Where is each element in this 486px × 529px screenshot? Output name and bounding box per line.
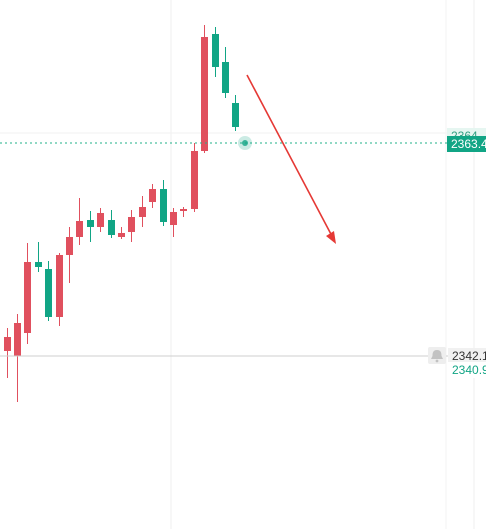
candle[interactable]: [35, 242, 42, 272]
candle-body: [45, 269, 52, 317]
candle[interactable]: [56, 253, 63, 326]
candle-body: [35, 262, 42, 267]
candle[interactable]: [160, 180, 167, 226]
trend-arrow-line[interactable]: [246, 74, 334, 239]
candle-body: [191, 151, 198, 209]
candle[interactable]: [76, 198, 83, 245]
alert-bell-icon[interactable]: [428, 347, 446, 364]
candle-body: [108, 220, 115, 235]
secondary-price-label: 2340.9: [448, 362, 486, 378]
candle-body: [180, 209, 187, 211]
candle-body: [212, 34, 219, 67]
candle-body: [201, 37, 208, 151]
horizontal-line-price-label: 2342.1: [448, 348, 486, 364]
trend-arrow-head: [326, 231, 336, 244]
candle-body: [232, 103, 239, 127]
candle[interactable]: [66, 227, 73, 283]
candle[interactable]: [232, 95, 239, 131]
candle-body: [4, 337, 11, 351]
candle-body: [14, 323, 21, 356]
candle-body: [56, 255, 63, 317]
current-price-dot: [242, 140, 248, 146]
candle[interactable]: [191, 143, 198, 212]
candle[interactable]: [139, 196, 146, 227]
candle[interactable]: [128, 210, 135, 242]
current-price-label: 2363.4: [447, 136, 486, 152]
candles-layer: [4, 25, 239, 402]
candle-body: [139, 207, 146, 217]
candle-body: [128, 217, 135, 232]
candle[interactable]: [212, 27, 219, 77]
candle-body: [160, 189, 167, 222]
candle[interactable]: [118, 227, 125, 239]
candle-body: [24, 262, 31, 333]
candle[interactable]: [97, 208, 104, 232]
candle[interactable]: [180, 207, 187, 217]
candle[interactable]: [170, 208, 177, 237]
candle-body: [87, 220, 94, 227]
candle[interactable]: [222, 47, 229, 98]
candle-body: [118, 233, 125, 237]
candle-body: [170, 212, 177, 225]
candle[interactable]: [201, 25, 208, 153]
candle[interactable]: [4, 328, 11, 378]
candle-body: [97, 213, 104, 227]
candle-body: [222, 62, 229, 93]
candle[interactable]: [45, 261, 52, 321]
candle-body: [149, 189, 156, 202]
candle[interactable]: [149, 184, 156, 208]
candle-body: [76, 221, 83, 237]
candle[interactable]: [108, 210, 115, 238]
candle-body: [66, 237, 73, 255]
candle[interactable]: [87, 211, 94, 242]
candle[interactable]: [24, 243, 31, 344]
candle[interactable]: [14, 314, 21, 402]
